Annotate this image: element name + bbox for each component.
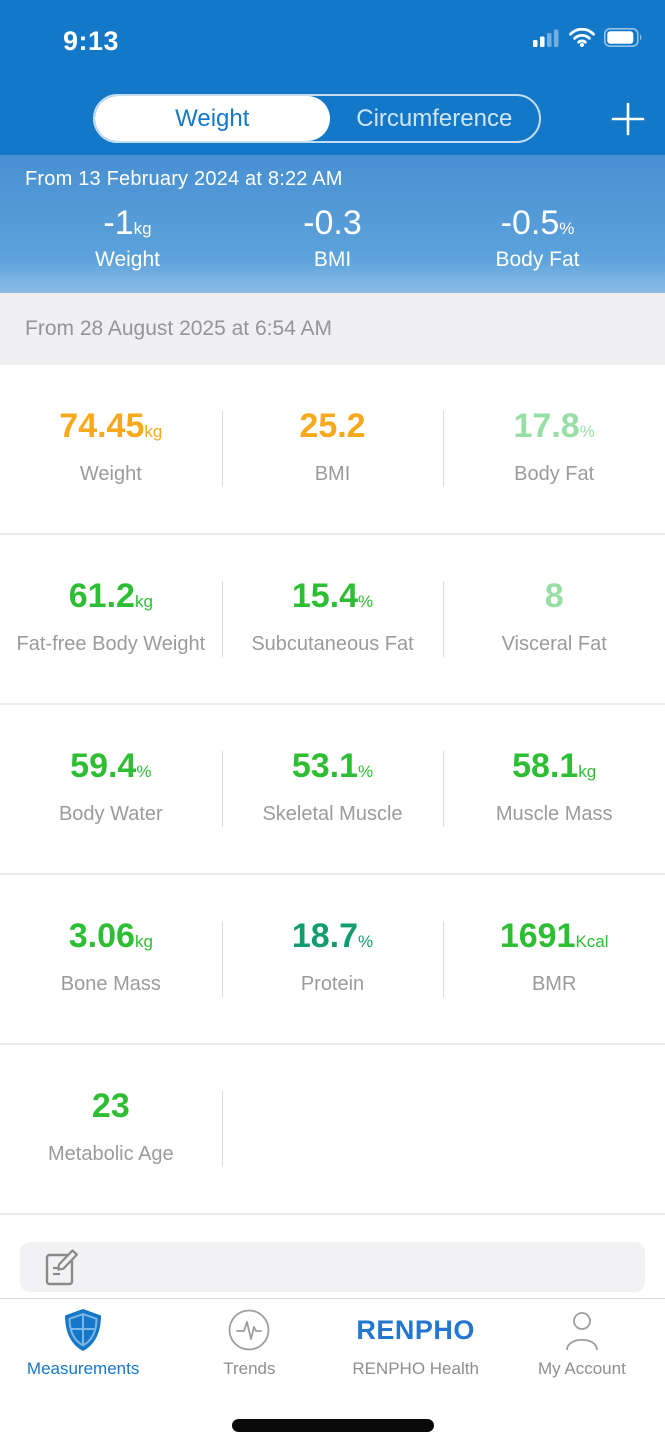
metric-value: 23 <box>91 1087 130 1125</box>
previous-measurement-date: From 13 February 2024 at 8:22 AM <box>25 168 343 190</box>
tab-my-account-label: My Account <box>537 1359 626 1378</box>
bottom-tab-bar: Measurements Trends RENPHO RENPHO Health <box>0 1298 665 1440</box>
metric-label: Protein <box>300 973 365 995</box>
shield-icon <box>65 1309 102 1351</box>
metric-empty-cell <box>221 1045 444 1213</box>
tab-my-account[interactable]: My Account <box>499 1308 665 1379</box>
metric-label: Body Fat <box>514 463 595 485</box>
delta-weight: -1kg Weight <box>25 204 230 272</box>
measurement-row: 23 Metabolic Age <box>0 1045 665 1215</box>
measurement-row: 3.06kg Bone Mass 18.7% Protein 1691Kcal … <box>0 875 665 1045</box>
metric-value: 25.2 <box>299 407 366 445</box>
metric-value: 8 <box>544 577 564 615</box>
metric-body-water[interactable]: 59.4% Body Water <box>0 705 222 873</box>
wifi-icon <box>569 28 595 47</box>
metric-metabolic-age[interactable]: 23 Metabolic Age <box>0 1045 222 1213</box>
metric-label: Fat-free Body Weight <box>16 633 206 655</box>
metric-label: Weight <box>79 463 142 485</box>
metric-label: Bone Mass <box>60 973 161 995</box>
metric-label: Skeletal Muscle <box>262 803 403 825</box>
delta-bmi-label: BMI <box>313 248 352 271</box>
metric-value: 53.1% <box>291 747 374 785</box>
metric-bmi[interactable]: 25.2 BMI <box>221 365 444 533</box>
delta-bmi: -0.3 BMI <box>230 204 435 272</box>
metric-subcutaneous-fat[interactable]: 15.4% Subcutaneous Fat <box>221 535 444 703</box>
status-time: 9:13 <box>63 26 120 56</box>
tab-circumference[interactable]: Circumference <box>356 104 513 132</box>
battery-icon <box>604 28 642 47</box>
tab-measurements-label: Measurements <box>26 1359 140 1378</box>
metric-value: 74.45kg <box>59 407 163 445</box>
home-indicator[interactable] <box>231 1419 434 1432</box>
metric-label: Subcutaneous Fat <box>251 633 414 655</box>
metric-value: 58.1kg <box>512 747 597 785</box>
metric-value: 61.2kg <box>68 577 153 615</box>
metric-label: BMI <box>314 463 351 485</box>
tab-measurements[interactable]: Measurements <box>0 1308 166 1379</box>
current-measurement-date: From 28 August 2025 at 6:54 AM <box>25 317 333 340</box>
app-header: 9:13 Weight Circumference <box>0 0 665 155</box>
metric-body-fat[interactable]: 17.8% Body Fat <box>443 365 665 533</box>
metric-label: Visceral Fat <box>501 633 607 655</box>
metric-visceral-fat[interactable]: 8 Visceral Fat <box>443 535 665 703</box>
metric-weight[interactable]: 74.45kg Weight <box>0 365 222 533</box>
delta-body-fat: -0.5% Body Fat <box>435 204 640 272</box>
metric-bone-mass[interactable]: 3.06kg Bone Mass <box>0 875 222 1043</box>
metric-muscle-mass[interactable]: 58.1kg Muscle Mass <box>443 705 665 873</box>
metric-value: 15.4% <box>291 577 374 615</box>
metric-bmr[interactable]: 1691Kcal BMR <box>443 875 665 1043</box>
metric-label: Muscle Mass <box>495 803 613 825</box>
pulse-icon <box>228 1309 270 1351</box>
measurement-row: 61.2kg Fat-free Body Weight 15.4% Subcut… <box>0 535 665 705</box>
metric-value: 17.8% <box>513 407 595 445</box>
metric-fat-free-body-weight[interactable]: 61.2kg Fat-free Body Weight <box>0 535 222 703</box>
note-input[interactable] <box>20 1242 645 1292</box>
delta-weight-value: -1kg <box>103 204 152 242</box>
person-icon <box>565 1312 598 1351</box>
tab-trends[interactable]: Trends <box>166 1308 332 1379</box>
tab-weight[interactable]: Weight <box>95 96 330 141</box>
metric-label: Body Water <box>58 803 163 825</box>
previous-measurement-panel[interactable]: From 13 February 2024 at 8:22 AM -1kg We… <box>0 155 665 293</box>
metric-skeletal-muscle[interactable]: 53.1% Skeletal Muscle <box>221 705 444 873</box>
measurement-grid: 74.45kg Weight 25.2 BMI 17.8% Body Fat 6… <box>0 365 665 1215</box>
tab-renpho-health-label: RENPHO Health <box>352 1359 479 1378</box>
metric-empty-cell <box>443 1045 665 1213</box>
current-measurement-date-band: From 28 August 2025 at 6:54 AM <box>0 293 665 365</box>
renpho-logo: RENPHO <box>356 1314 475 1345</box>
tab-trends-label: Trends <box>223 1359 276 1378</box>
add-measurement-button[interactable] <box>607 98 649 140</box>
tab-renpho-health[interactable]: RENPHO RENPHO Health <box>333 1308 499 1379</box>
metric-label: BMR <box>531 973 577 995</box>
metric-value: 3.06kg <box>68 917 153 955</box>
measurement-type-segmented-control: Weight Circumference <box>93 94 541 143</box>
metric-label: Metabolic Age <box>48 1143 174 1165</box>
metric-value: 1691Kcal <box>499 917 609 955</box>
measurement-row: 59.4% Body Water 53.1% Skeletal Muscle 5… <box>0 705 665 875</box>
metric-value: 59.4% <box>70 747 152 785</box>
cellular-signal-icon <box>533 29 559 47</box>
delta-body-fat-value: -0.5% <box>500 204 575 242</box>
measurement-row: 74.45kg Weight 25.2 BMI 17.8% Body Fat <box>0 365 665 535</box>
delta-bmi-value: -0.3 <box>303 204 362 242</box>
metric-value: 18.7% <box>291 917 374 955</box>
delta-weight-label: Weight <box>95 248 160 271</box>
delta-body-fat-label: Body Fat <box>495 248 580 271</box>
status-bar: 9:13 <box>0 24 665 60</box>
metric-protein[interactable]: 18.7% Protein <box>221 875 444 1043</box>
plus-icon <box>611 102 645 136</box>
note-edit-icon <box>45 1249 78 1286</box>
